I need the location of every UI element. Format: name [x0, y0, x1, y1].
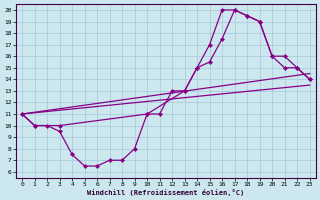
X-axis label: Windchill (Refroidissement éolien,°C): Windchill (Refroidissement éolien,°C) — [87, 189, 244, 196]
